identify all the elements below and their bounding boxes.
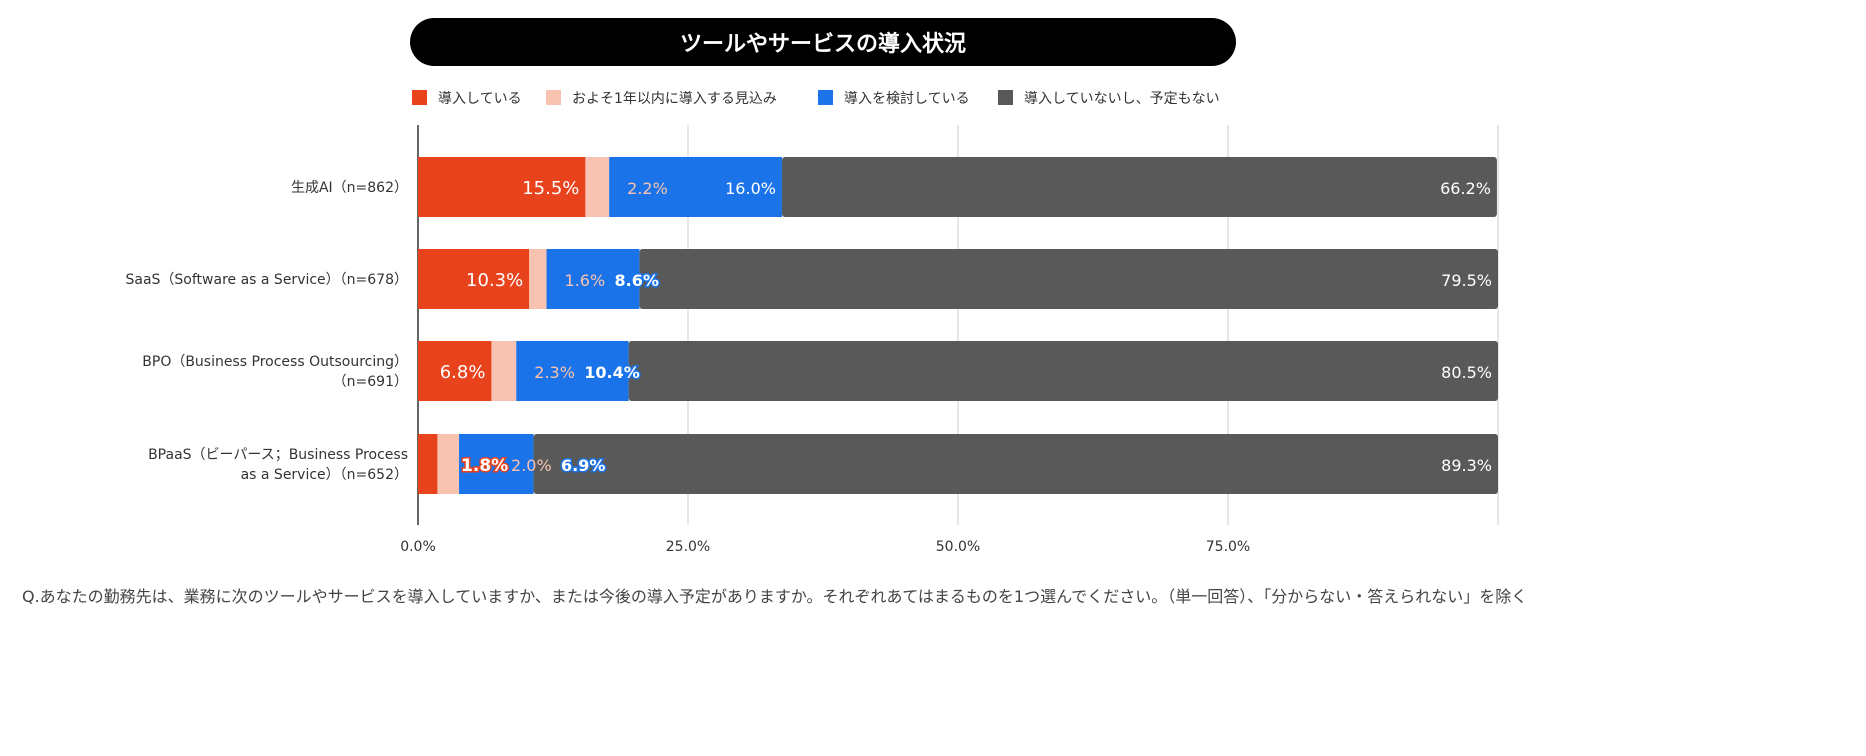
data-label: 1.8% xyxy=(461,456,508,476)
legend-swatch xyxy=(412,90,427,105)
legend-swatch xyxy=(546,90,561,105)
bar-segment xyxy=(418,341,492,401)
data-label: 16.0% xyxy=(725,179,776,198)
data-label: 1.6% xyxy=(565,271,606,290)
bar-segment xyxy=(418,249,530,309)
bar-segment xyxy=(639,249,1498,309)
bar-segment xyxy=(491,341,517,401)
legend-label: 導入を検討している xyxy=(844,91,970,107)
legend-swatch xyxy=(818,90,833,105)
category-label: BPaaS（ビーパース；Business Process xyxy=(148,447,408,463)
bar-segment xyxy=(437,434,460,494)
x-tick-label: 25.0% xyxy=(666,539,710,555)
bar-segment xyxy=(459,434,534,494)
bar-segment xyxy=(533,434,1498,494)
x-tick-label: 0.0% xyxy=(400,539,436,555)
legend-label: およそ1年以内に導入する見込み xyxy=(572,91,777,107)
bar-segment xyxy=(609,157,782,217)
data-label: 8.6% xyxy=(615,271,659,290)
bar-segment xyxy=(418,157,586,217)
legend-label: 導入している xyxy=(438,91,522,107)
x-tick-label: 75.0% xyxy=(1206,539,1250,555)
data-label: 66.2% xyxy=(1440,179,1491,198)
data-label: 2.2% xyxy=(627,179,668,198)
legend-swatch xyxy=(998,90,1013,105)
x-tick-label: 50.0% xyxy=(936,539,980,555)
category-label: as a Service）（n=652） xyxy=(241,467,408,483)
bar-segment xyxy=(585,157,610,217)
legend-label: 導入していないし、予定もない xyxy=(1024,91,1220,107)
bar-segment xyxy=(529,249,547,309)
data-label: 15.5% xyxy=(522,178,579,199)
data-label: 89.3% xyxy=(1441,456,1492,475)
bar-segment xyxy=(628,341,1498,401)
question-note: Q.あなたの勤務先は、業務に次のツールやサービスを導入していますか、または今後の… xyxy=(22,587,1528,606)
chart-title: ツールやサービスの導入状況 xyxy=(410,18,1236,66)
data-label: 10.4% xyxy=(584,363,640,382)
data-label: 2.3% xyxy=(534,363,575,382)
bar-segment xyxy=(781,157,1497,217)
data-label: 80.5% xyxy=(1441,363,1492,382)
category-label: SaaS（Software as a Service）（n=678） xyxy=(125,272,408,288)
category-label: BPO（Business Process Outsourcing） xyxy=(142,354,408,370)
category-label: （n=691） xyxy=(333,374,408,390)
data-label: 6.9% xyxy=(561,456,605,475)
data-label: 10.3% xyxy=(466,270,523,291)
chart-plot: 導入している およそ1年以内に導入する見込み 導入を検討している 導入していないし、予… xyxy=(125,90,1499,555)
category-label: 生成AI（n=862） xyxy=(291,180,408,196)
data-label: 6.8% xyxy=(440,362,486,383)
data-label: 2.0% xyxy=(511,456,552,475)
bar-segment xyxy=(418,434,438,494)
data-label: 79.5% xyxy=(1441,271,1492,290)
bar-segment xyxy=(546,249,640,309)
bar-segment xyxy=(516,341,629,401)
